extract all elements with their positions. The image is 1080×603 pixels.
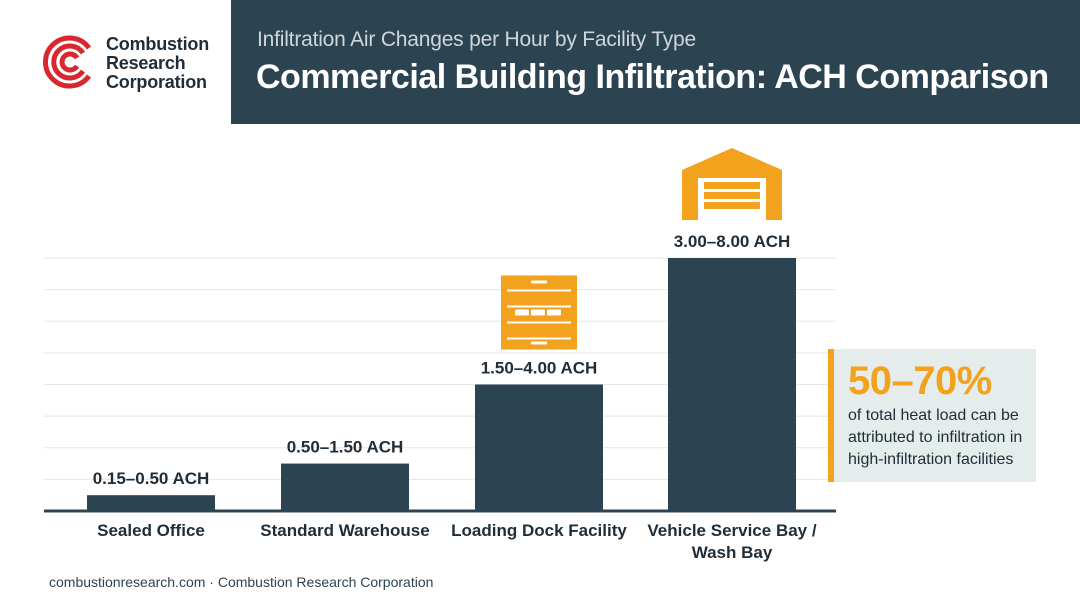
callout-value: 50–70%	[848, 359, 992, 403]
data-label: 0.15–0.50 ACH	[93, 469, 210, 488]
category-label: Vehicle Service Bay /	[647, 521, 816, 540]
logo-mark-icon	[43, 35, 92, 89]
bar	[281, 463, 409, 511]
bar-chart: 0.15–0.50 ACH Sealed Office 0.50–1.50 ACH S…	[44, 148, 836, 562]
category-label: Loading Dock Facility	[451, 521, 627, 540]
category-label: Standard Warehouse	[260, 521, 429, 540]
data-label: 0.50–1.50 ACH	[287, 438, 404, 457]
category-label: Wash Bay	[692, 543, 773, 562]
callout-text: of total heat load can be attributed to …	[848, 407, 1023, 468]
footer-credit: combustionresearch.com · Combustion Rese…	[49, 574, 434, 590]
brand-name: Combustion Research Corporation	[106, 35, 209, 92]
data-label: 3.00–8.00 ACH	[674, 232, 791, 251]
bar	[475, 384, 603, 511]
brand-name-line: Research	[106, 53, 186, 73]
brand-logo: Combustion Research Corporation	[42, 32, 232, 98]
chart-subtitle: Infiltration Air Changes per Hour by Fac…	[257, 28, 696, 51]
chart-title: Commercial Building Infiltration: ACH Co…	[256, 58, 1049, 96]
brand-name-line: Combustion	[106, 34, 209, 54]
header-banner: Infiltration Air Changes per Hour by Fac…	[231, 0, 1080, 124]
category-label: Sealed Office	[97, 521, 205, 540]
data-label: 1.50–4.00 ACH	[481, 359, 598, 378]
bar	[668, 258, 796, 511]
callout-accent-bar	[828, 349, 834, 482]
stat-callout: 50–70% of total heat load can be attribu…	[828, 349, 1036, 482]
bar	[87, 495, 215, 511]
brand-name-line: Corporation	[106, 72, 207, 92]
roll-up-door-icon	[501, 275, 577, 350]
garage-building-icon	[682, 148, 782, 220]
